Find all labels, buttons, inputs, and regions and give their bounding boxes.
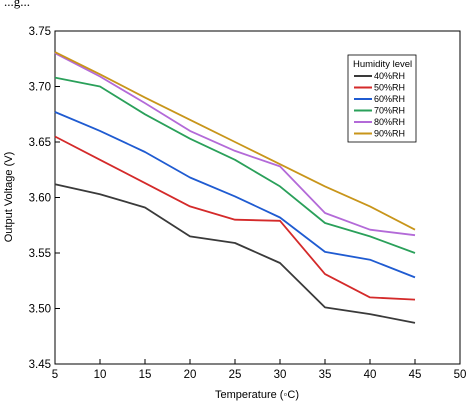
y-tick-label: 3.75 [29,26,51,38]
y-tick-label: 3.55 [29,248,51,260]
x-tick-label: 40 [364,369,377,381]
series-line-60%RH [54,111,416,279]
x-tick-label: 15 [139,369,152,381]
legend-label: 70%RH [374,106,405,116]
series-line-40%RH [54,183,416,324]
top-caption-fragment: ...g... [4,0,30,9]
series-line-70%RH [54,76,416,254]
legend-label: 40%RH [374,71,405,81]
x-tick-label: 5 [52,369,58,381]
legend-label: 60%RH [374,94,405,104]
y-tick-label: 3.45 [29,359,51,371]
x-tick-label: 30 [274,369,287,381]
legend-label: 50%RH [374,83,405,93]
x-tick-label: 35 [319,369,332,381]
x-axis-label: Temperature (◦C) [215,389,299,401]
series-line-90%RH [54,51,416,231]
series-lines [54,51,416,324]
legend-label: 90%RH [374,129,405,139]
legend-label: 80%RH [374,117,405,127]
legend-title: Humidity level [353,59,412,70]
x-axis-ticks: 5 10 15 20 25 30 35 40 45 50 [52,359,467,381]
y-axis-label: Output Voltage (V) [3,152,15,243]
x-tick-label: 20 [184,369,197,381]
y-tick-label: 3.50 [29,304,51,316]
x-tick-label: 50 [454,369,467,381]
series-line-80%RH [54,52,416,237]
x-tick-label: 45 [409,369,422,381]
y-axis-ticks: 3.45 3.50 3.55 3.60 3.65 3.70 3.75 [29,26,60,371]
y-tick-label: 3.65 [29,137,51,149]
y-tick-label: 3.60 [29,193,51,205]
y-tick-label: 3.70 [29,82,51,94]
x-tick-label: 10 [94,369,107,381]
series-line-50%RH [54,135,416,301]
x-tick-label: 25 [229,369,242,381]
